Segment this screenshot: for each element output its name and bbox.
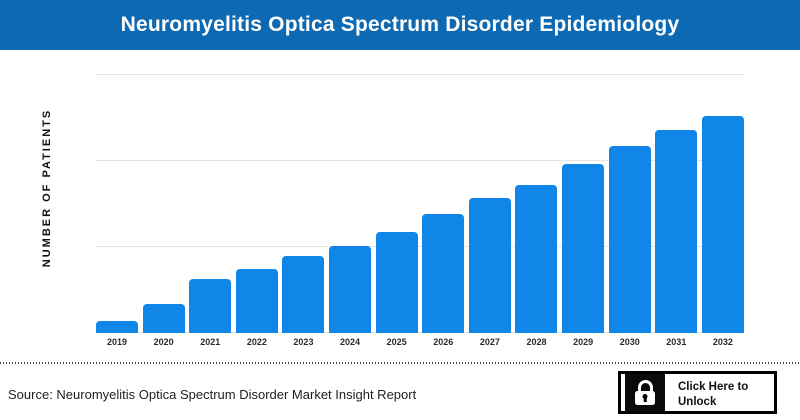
bar-2019 [96, 321, 138, 333]
unlock-label-line2: Unlock [678, 396, 717, 408]
year-label-2027: 2027 [479, 337, 500, 347]
y-axis-label: NUMBER OF PATIENTS [41, 108, 53, 268]
year-label-2021: 2021 [200, 337, 221, 347]
gridline [96, 160, 744, 161]
year-label-2031: 2031 [666, 337, 687, 347]
chart-header-bar: Neuromyelitis Optica Spectrum Disorder E… [0, 0, 800, 50]
unlock-button[interactable]: Click Here to Unlock [618, 371, 777, 414]
year-label-2019: 2019 [106, 337, 128, 347]
chart-gridlines [96, 74, 744, 333]
bar-2024 [329, 246, 372, 333]
unlock-label-line1: Click Here to [678, 381, 749, 393]
unlock-button-label: Click Here to Unlock [665, 374, 748, 411]
bar-2027 [468, 198, 511, 333]
year-label-2028: 2028 [526, 337, 547, 347]
bar-2020 [142, 304, 185, 333]
bar-chart-plot-area [96, 74, 744, 333]
page-title: Neuromyelitis Optica Spectrum Disorder E… [120, 13, 680, 36]
gridline [96, 332, 744, 333]
year-label-2026: 2026 [433, 337, 454, 347]
bar-2030 [608, 146, 651, 333]
gridline [96, 74, 744, 75]
bar-2032 [701, 116, 744, 333]
year-label-2030: 2030 [619, 337, 640, 347]
year-label-2024: 2024 [340, 337, 361, 347]
bar-2026 [422, 214, 465, 333]
bar-2028 [515, 185, 558, 333]
year-label-2025: 2025 [386, 337, 407, 347]
year-label-2032: 2032 [712, 337, 733, 347]
bar-2022 [235, 269, 278, 333]
bar-2021 [189, 279, 232, 333]
x-axis-labels: 2019 2020 2021 2022 2023 2024 2025 2026 2027 2028… [96, 337, 744, 347]
dotted-divider [0, 362, 800, 364]
source-text: Source: Neuromyelitis Optica Spectrum Di… [8, 387, 417, 402]
bar-2031 [655, 130, 698, 333]
bar-2025 [375, 232, 418, 333]
gridline [96, 246, 744, 247]
year-label-2020: 2020 [153, 337, 174, 347]
year-label-2029: 2029 [573, 337, 594, 347]
lock-icon [625, 374, 665, 411]
year-label-2022: 2022 [246, 337, 267, 347]
year-label-2023: 2023 [293, 337, 314, 347]
bar-2023 [282, 256, 325, 333]
bar-2029 [562, 164, 605, 333]
